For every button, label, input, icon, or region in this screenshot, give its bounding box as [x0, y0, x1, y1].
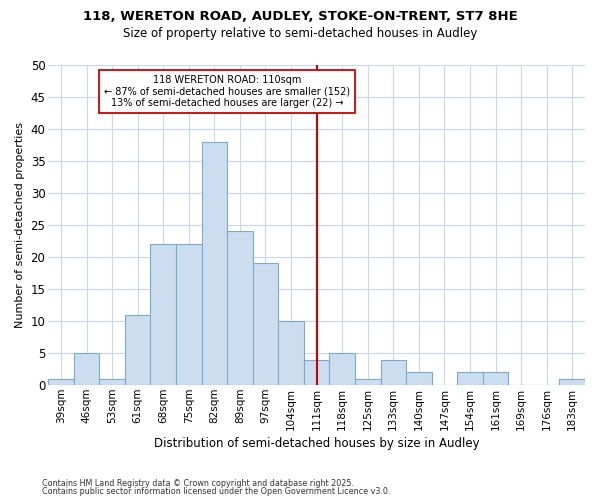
Bar: [457, 372, 483, 385]
Bar: [151, 244, 176, 385]
Bar: [329, 353, 355, 385]
Text: 118, WERETON ROAD, AUDLEY, STOKE-ON-TRENT, ST7 8HE: 118, WERETON ROAD, AUDLEY, STOKE-ON-TREN…: [83, 10, 517, 23]
Bar: [355, 378, 380, 385]
X-axis label: Distribution of semi-detached houses by size in Audley: Distribution of semi-detached houses by …: [154, 437, 479, 450]
Text: Size of property relative to semi-detached houses in Audley: Size of property relative to semi-detach…: [123, 28, 477, 40]
Text: Contains HM Land Registry data © Crown copyright and database right 2025.: Contains HM Land Registry data © Crown c…: [42, 478, 354, 488]
Bar: [406, 372, 431, 385]
Y-axis label: Number of semi-detached properties: Number of semi-detached properties: [15, 122, 25, 328]
Bar: [278, 321, 304, 385]
Bar: [304, 360, 329, 385]
Bar: [100, 378, 125, 385]
Bar: [559, 378, 585, 385]
Bar: [48, 378, 74, 385]
Bar: [176, 244, 202, 385]
Text: 118 WERETON ROAD: 110sqm
← 87% of semi-detached houses are smaller (152)
13% of : 118 WERETON ROAD: 110sqm ← 87% of semi-d…: [104, 74, 350, 108]
Bar: [202, 142, 227, 385]
Bar: [483, 372, 508, 385]
Text: Contains public sector information licensed under the Open Government Licence v3: Contains public sector information licen…: [42, 487, 391, 496]
Bar: [227, 232, 253, 385]
Bar: [74, 353, 100, 385]
Bar: [253, 264, 278, 385]
Bar: [125, 314, 151, 385]
Bar: [380, 360, 406, 385]
